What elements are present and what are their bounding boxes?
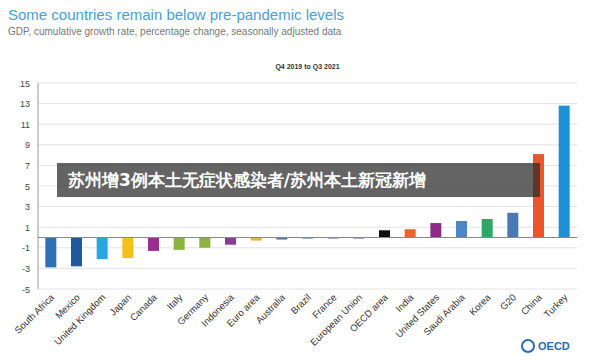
bar <box>45 238 56 268</box>
x-tick-label: Australia <box>253 291 287 325</box>
bar <box>225 238 236 245</box>
grid-line <box>38 83 577 84</box>
grid-line <box>38 103 577 104</box>
title: Some countries remain below pre-pandemic… <box>8 6 344 23</box>
y-tick-label: -5 <box>22 285 30 295</box>
y-tick-label: 11 <box>21 120 30 130</box>
bar <box>430 223 441 237</box>
bar <box>148 238 159 251</box>
bar <box>71 238 82 267</box>
bar <box>456 221 467 237</box>
x-tick-label: India <box>393 291 416 314</box>
y-tick-label: 7 <box>25 161 30 171</box>
period-label: Q4 2019 to Q3 2021 <box>275 63 339 71</box>
grid-line <box>38 247 577 248</box>
x-tick-label: OECD area <box>347 291 390 334</box>
chart: Some countries remain below pre-pandemic… <box>0 0 597 360</box>
y-tick-label: 9 <box>25 140 30 150</box>
grid-line <box>38 289 577 290</box>
bar <box>122 238 133 259</box>
y-tick-label: 5 <box>25 182 30 192</box>
bar <box>174 238 185 250</box>
y-tick-label: -1 <box>22 243 30 253</box>
bar <box>482 219 493 238</box>
grid-line <box>38 144 577 145</box>
x-tick-label: Saudi Arabia <box>421 291 467 337</box>
bar <box>559 106 570 238</box>
y-tick-label: 15 <box>20 79 30 89</box>
y-axis <box>38 83 39 289</box>
y-tick-label: -3 <box>22 264 30 274</box>
bar <box>507 213 518 238</box>
bar <box>405 229 416 237</box>
x-tick-label: Italy <box>164 291 184 311</box>
y-tick-label: 3 <box>25 202 30 212</box>
y-tick-label: 13 <box>20 99 30 109</box>
grid-line <box>38 124 577 125</box>
logo-text: OECD <box>538 340 570 352</box>
bar <box>199 238 210 248</box>
subtitle: GDP, cumulative growth rate, percentage … <box>8 26 342 37</box>
y-tick-label: 1 <box>25 223 30 233</box>
x-tick-label: China <box>519 291 545 317</box>
banner-text: 苏州增3例本土无症状感染者/苏州本土新冠新增 <box>67 170 426 190</box>
x-tick-label: Euro area <box>224 291 262 329</box>
banner <box>57 163 540 197</box>
x-tick-label: United Kingdom <box>52 292 108 348</box>
bar <box>97 238 108 260</box>
bars <box>45 106 569 268</box>
zero-line <box>38 237 577 238</box>
x-tick-label: South Africa <box>12 291 57 336</box>
x-tick-label: Turkey <box>542 291 570 319</box>
x-tick-label: Canada <box>128 291 160 323</box>
grid-line <box>38 227 577 228</box>
grid-line <box>38 206 577 207</box>
x-tick-label: G20 <box>498 292 518 312</box>
bar <box>379 230 390 237</box>
logo-icon <box>522 340 534 352</box>
x-tick-label: Korea <box>467 291 493 317</box>
grid-line <box>38 268 577 269</box>
